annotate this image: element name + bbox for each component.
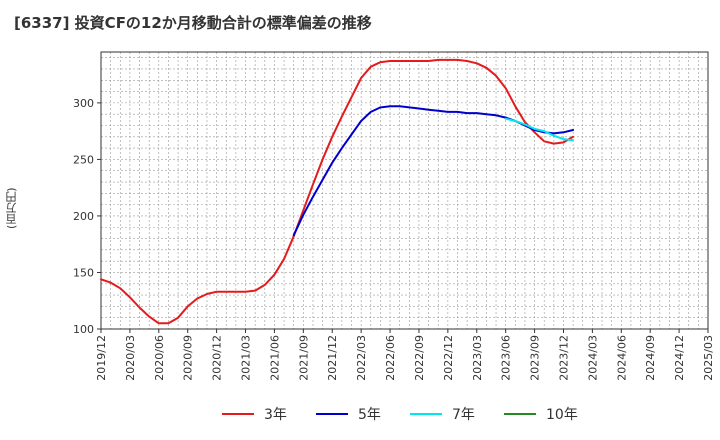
x-tick-label: 2023/09 bbox=[529, 335, 542, 381]
y-tick-label: 300 bbox=[73, 97, 94, 110]
x-tick-label: 2020/12 bbox=[211, 335, 224, 381]
x-tick-label: 2022/03 bbox=[355, 335, 368, 381]
legend-label-2: 5年 bbox=[358, 407, 381, 423]
x-tick-label: 2023/03 bbox=[471, 335, 484, 381]
x-tick-label: 2024/09 bbox=[644, 335, 657, 381]
x-tick-label: 2022/06 bbox=[384, 335, 397, 381]
x-tick-label: 2023/06 bbox=[500, 335, 513, 381]
chart-title: [6337] 投資CFの12か月移動合計の標準偏差の推移 bbox=[14, 14, 372, 32]
x-tick-label: 2022/12 bbox=[442, 335, 455, 381]
legend-label-3: 7年 bbox=[452, 407, 475, 423]
x-tick-label: 2020/09 bbox=[182, 335, 195, 381]
x-tick-label: 2021/09 bbox=[297, 335, 310, 381]
x-tick-label: 2020/06 bbox=[153, 335, 166, 381]
y-tick-label: 100 bbox=[73, 323, 94, 336]
x-tick-label: 2024/03 bbox=[586, 335, 599, 381]
x-tick-label: 2021/06 bbox=[268, 335, 281, 381]
legend-label-1: 3年 bbox=[264, 407, 287, 423]
x-tick-label: 2024/12 bbox=[673, 335, 686, 381]
legend-label-4: 10年 bbox=[546, 407, 578, 423]
plot-area bbox=[101, 52, 708, 329]
series-line-1 bbox=[100, 58, 575, 325]
y-tick-label: 200 bbox=[73, 210, 94, 223]
x-tick-label: 2021/12 bbox=[326, 335, 339, 381]
x-tick-label: 2022/09 bbox=[413, 335, 426, 381]
x-tick-label: 2024/06 bbox=[615, 335, 628, 381]
y-tick-label: 250 bbox=[73, 153, 94, 166]
x-tick-label: 2020/03 bbox=[124, 335, 137, 381]
series-line-3 bbox=[504, 117, 575, 142]
plot-frame bbox=[100, 51, 709, 330]
y-tick-label: 150 bbox=[73, 266, 94, 279]
x-tick-label: 2019/12 bbox=[95, 335, 108, 381]
x-tick-label: 2021/03 bbox=[240, 335, 253, 381]
x-tick-label: 2023/12 bbox=[557, 335, 570, 381]
x-tick-label: 2025/03 bbox=[702, 335, 715, 381]
